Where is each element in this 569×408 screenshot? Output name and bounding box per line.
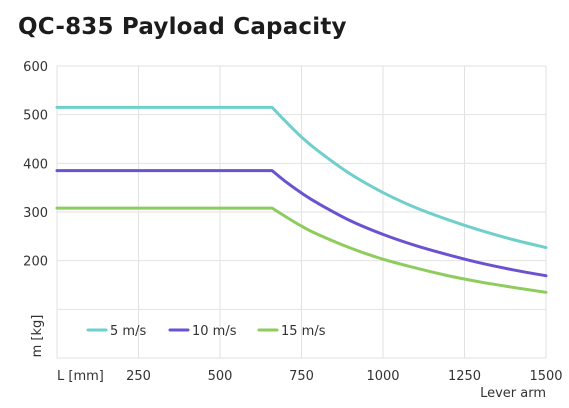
x-tick-label: 500: [208, 369, 233, 384]
legend-label: 15 m/s: [281, 324, 326, 339]
x-tick-labels: 250 500 750 1000 1250 1500: [126, 369, 562, 384]
y-tick-label: 300: [23, 206, 48, 221]
x-tick-label: 1000: [366, 369, 399, 384]
y-tick-label: 600: [23, 60, 48, 75]
y-tick-label: 500: [23, 109, 48, 124]
x-tick-label: 1500: [529, 369, 562, 384]
series-line: [55, 105, 548, 250]
x-tick-label: 250: [126, 369, 151, 384]
series-lines: [55, 105, 548, 294]
legend-label: 5 m/s: [110, 324, 146, 339]
y-tick-labels: 200 300 400 500 600: [23, 60, 48, 270]
series-line: [55, 206, 548, 294]
y-tick-label: 400: [23, 157, 48, 172]
y-tick-label: 200: [23, 255, 48, 270]
x-axis-title: Lever arm: [480, 386, 546, 401]
grid-lines: [56, 65, 547, 359]
chart-title: QC-835 Payload Capacity: [18, 14, 347, 40]
x-tick-label: 750: [289, 369, 314, 384]
x-unit-label: L [mm]: [57, 369, 104, 384]
y-axis-title: m [kg]: [30, 315, 45, 358]
legend-label: 10 m/s: [192, 324, 237, 339]
series-line: [55, 169, 548, 278]
legend: 5 m/s 10 m/s 15 m/s: [86, 324, 326, 339]
x-tick-label: 1250: [448, 369, 481, 384]
